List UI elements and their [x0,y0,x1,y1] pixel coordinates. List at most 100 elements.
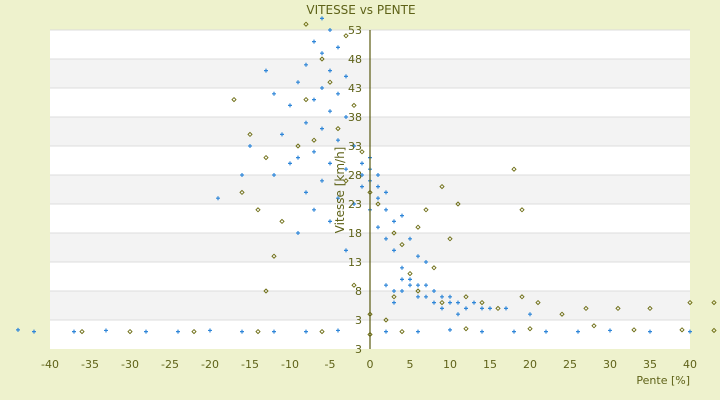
data-point-diamond [559,311,565,317]
data-point-plus [264,68,268,73]
data-point-plus [400,265,404,270]
data-point-diamond [311,137,317,143]
y-tick-label: 8 [355,285,362,298]
data-point-diamond [359,149,365,155]
data-point-plus [312,207,316,212]
data-point-plus [544,329,548,334]
x-tick-label: 15 [483,358,497,371]
data-point-plus [376,184,380,189]
data-point-plus [328,68,332,73]
data-point-plus [400,277,404,282]
y-axis-label: Vitesse [km/h] [333,147,347,234]
data-point-plus [440,294,444,299]
data-point-diamond [439,183,445,190]
data-point-plus [328,28,332,32]
data-point-plus [328,109,332,114]
data-point-plus [304,62,308,67]
data-point-plus [288,103,292,108]
data-point-plus [360,161,364,166]
y-tick-label: 38 [348,111,362,124]
data-point-diamond [679,327,685,333]
data-point-plus [312,97,316,102]
data-point-plus [392,219,396,224]
data-point-plus [336,328,340,333]
x-tick-label: -15 [241,358,259,371]
data-point-diamond [447,236,453,242]
data-point-plus [376,196,380,201]
data-point-plus [424,294,428,299]
data-point-plus [376,225,380,230]
data-point-diamond [615,305,621,312]
data-point-plus [336,91,340,96]
data-point-plus [328,219,332,224]
data-point-diamond [351,102,357,109]
data-point-diamond [263,288,269,294]
data-point-plus [344,74,348,79]
data-point-diamond [511,166,517,172]
data-point-plus [272,173,276,177]
data-point-diamond [415,288,421,294]
data-point-diamond [127,328,133,335]
data-point-diamond [583,305,589,312]
data-point-plus [352,202,356,206]
x-tick-label: -25 [161,358,179,371]
data-point-plus [320,126,324,131]
data-point-plus [480,329,484,334]
data-point-plus [296,80,300,85]
data-point-plus [320,178,324,183]
data-point-diamond [463,326,469,332]
data-point-diamond [591,323,597,329]
y-tick-label: 28 [348,169,362,182]
data-point-plus [488,306,492,311]
data-point-plus [400,213,404,218]
data-point-diamond [431,265,437,271]
data-point-plus [392,248,396,253]
data-point-plus [464,306,468,311]
data-point-plus [248,144,252,148]
data-point-diamond [711,299,717,306]
data-point-plus [360,184,364,189]
data-point-plus [336,45,340,50]
data-point-plus [320,86,324,90]
data-point-plus [312,149,316,154]
data-point-plus [176,329,180,334]
data-point-plus [296,155,300,160]
data-point-plus [416,283,420,288]
x-tick-labels: -40 -35 -30 -25 -20 -15 -10 -5 0 5 10 15 20 25 30 35 40 [41,358,697,371]
data-point-diamond [391,230,397,236]
y-tick-label: 48 [348,53,362,66]
x-tick-label: -30 [121,358,139,371]
data-point-plus [280,132,284,137]
y-tick-label: 3 [355,314,362,327]
data-point-plus [416,329,420,334]
data-point-plus [296,231,300,235]
data-point-diamond [519,294,525,300]
data-point-plus [344,248,348,253]
data-point-diamond [231,96,237,103]
data-point-plus [312,39,316,44]
data-point-diamond [463,294,469,300]
data-point-plus [688,329,692,334]
data-point-diamond [319,56,325,62]
y-tick-label: 53 [348,24,362,37]
x-tick-label: 10 [443,358,457,371]
data-point-diamond [399,241,405,248]
data-point-diamond [399,328,405,335]
data-point-diamond [303,21,309,27]
x-tick-label: 35 [643,358,657,371]
data-point-diamond [327,79,333,85]
data-point-plus [392,300,396,305]
y-tick-label: 33 [348,140,362,153]
x-tick-label: 25 [563,358,577,371]
chart-title: VITESSE vs PENTE [306,3,415,17]
data-point-plus [576,329,580,334]
data-point-diamond [455,201,461,207]
data-point-plus [472,300,476,305]
data-point-diamond [271,253,277,259]
data-point-plus [288,161,292,166]
data-point-diamond [343,178,349,184]
data-point-diamond [335,125,341,132]
data-point-plus [376,173,380,177]
data-point-diamond [239,189,245,196]
data-point-plus [336,196,340,201]
